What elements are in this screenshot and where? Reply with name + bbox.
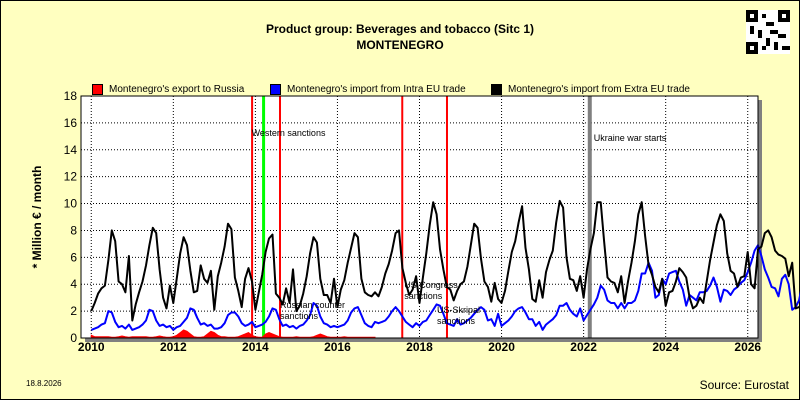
- y-tick-label: 10: [64, 197, 78, 211]
- annotation-label: Ukraine war starts: [594, 133, 667, 143]
- legend-import-extra-eu: Montenegro's import from Extra EU trade: [491, 82, 690, 96]
- y-tick-label: 0: [70, 331, 77, 345]
- series-line-1: [90, 244, 800, 331]
- chart-title: Product group: Beverages and tobacco (Si…: [265, 22, 535, 36]
- y-tick-label: 6: [70, 250, 77, 264]
- x-tick-label: 2012: [160, 340, 187, 354]
- legend-label-export-russia: Montenegro's export to Russia: [109, 83, 245, 95]
- y-tick-label: 2: [70, 304, 77, 318]
- x-tick-label: 2024: [652, 340, 679, 354]
- plot-border: [80, 95, 759, 339]
- y-tick-label: 8: [70, 223, 77, 237]
- x-tick-label: 2026: [734, 340, 761, 354]
- x-tick-label: 2018: [406, 340, 433, 354]
- legend-swatch-export-russia: [92, 83, 103, 95]
- y-tick-label: 16: [64, 116, 78, 130]
- legend-swatch-import-intra-eu: [270, 83, 281, 95]
- legend-import-intra-eu: Montenegro's import from Intra EU trade: [270, 82, 466, 96]
- legend-label-import-intra-eu: Montenegro's import from Intra EU trade: [287, 83, 466, 95]
- annotation-label: US-Skripal sanctions: [437, 305, 480, 326]
- chart-date: 18.8.2026: [26, 379, 62, 388]
- series-line-2: [90, 199, 800, 322]
- y-tick-label: 14: [64, 143, 78, 157]
- legend-swatch-import-extra-eu: [491, 83, 502, 95]
- annotation-label: US Congress sanctions: [404, 280, 458, 301]
- source-note: Source: Eurostat: [699, 378, 789, 392]
- y-tick-label: 18: [64, 89, 78, 103]
- annotation-label: Russian counter sanctions: [280, 300, 345, 321]
- annotation-label: Western sanctions: [252, 128, 326, 138]
- qr-code-icon: [746, 10, 790, 54]
- y-tick-label: 12: [64, 170, 78, 184]
- y-tick-label: 4: [70, 277, 77, 291]
- x-tick-label: 2016: [324, 340, 351, 354]
- x-tick-label: 2020: [488, 340, 515, 354]
- legend-export-russia: Montenegro's export to Russia: [92, 82, 244, 96]
- x-tick-label: 2014: [242, 340, 269, 354]
- chart-subtitle: MONTENEGRO: [356, 38, 444, 52]
- series-area-0: [90, 329, 376, 339]
- x-tick-label: 2022: [570, 340, 597, 354]
- x-tick-label: 2010: [78, 340, 105, 354]
- legend-label-import-extra-eu: Montenegro's import from Extra EU trade: [508, 83, 690, 95]
